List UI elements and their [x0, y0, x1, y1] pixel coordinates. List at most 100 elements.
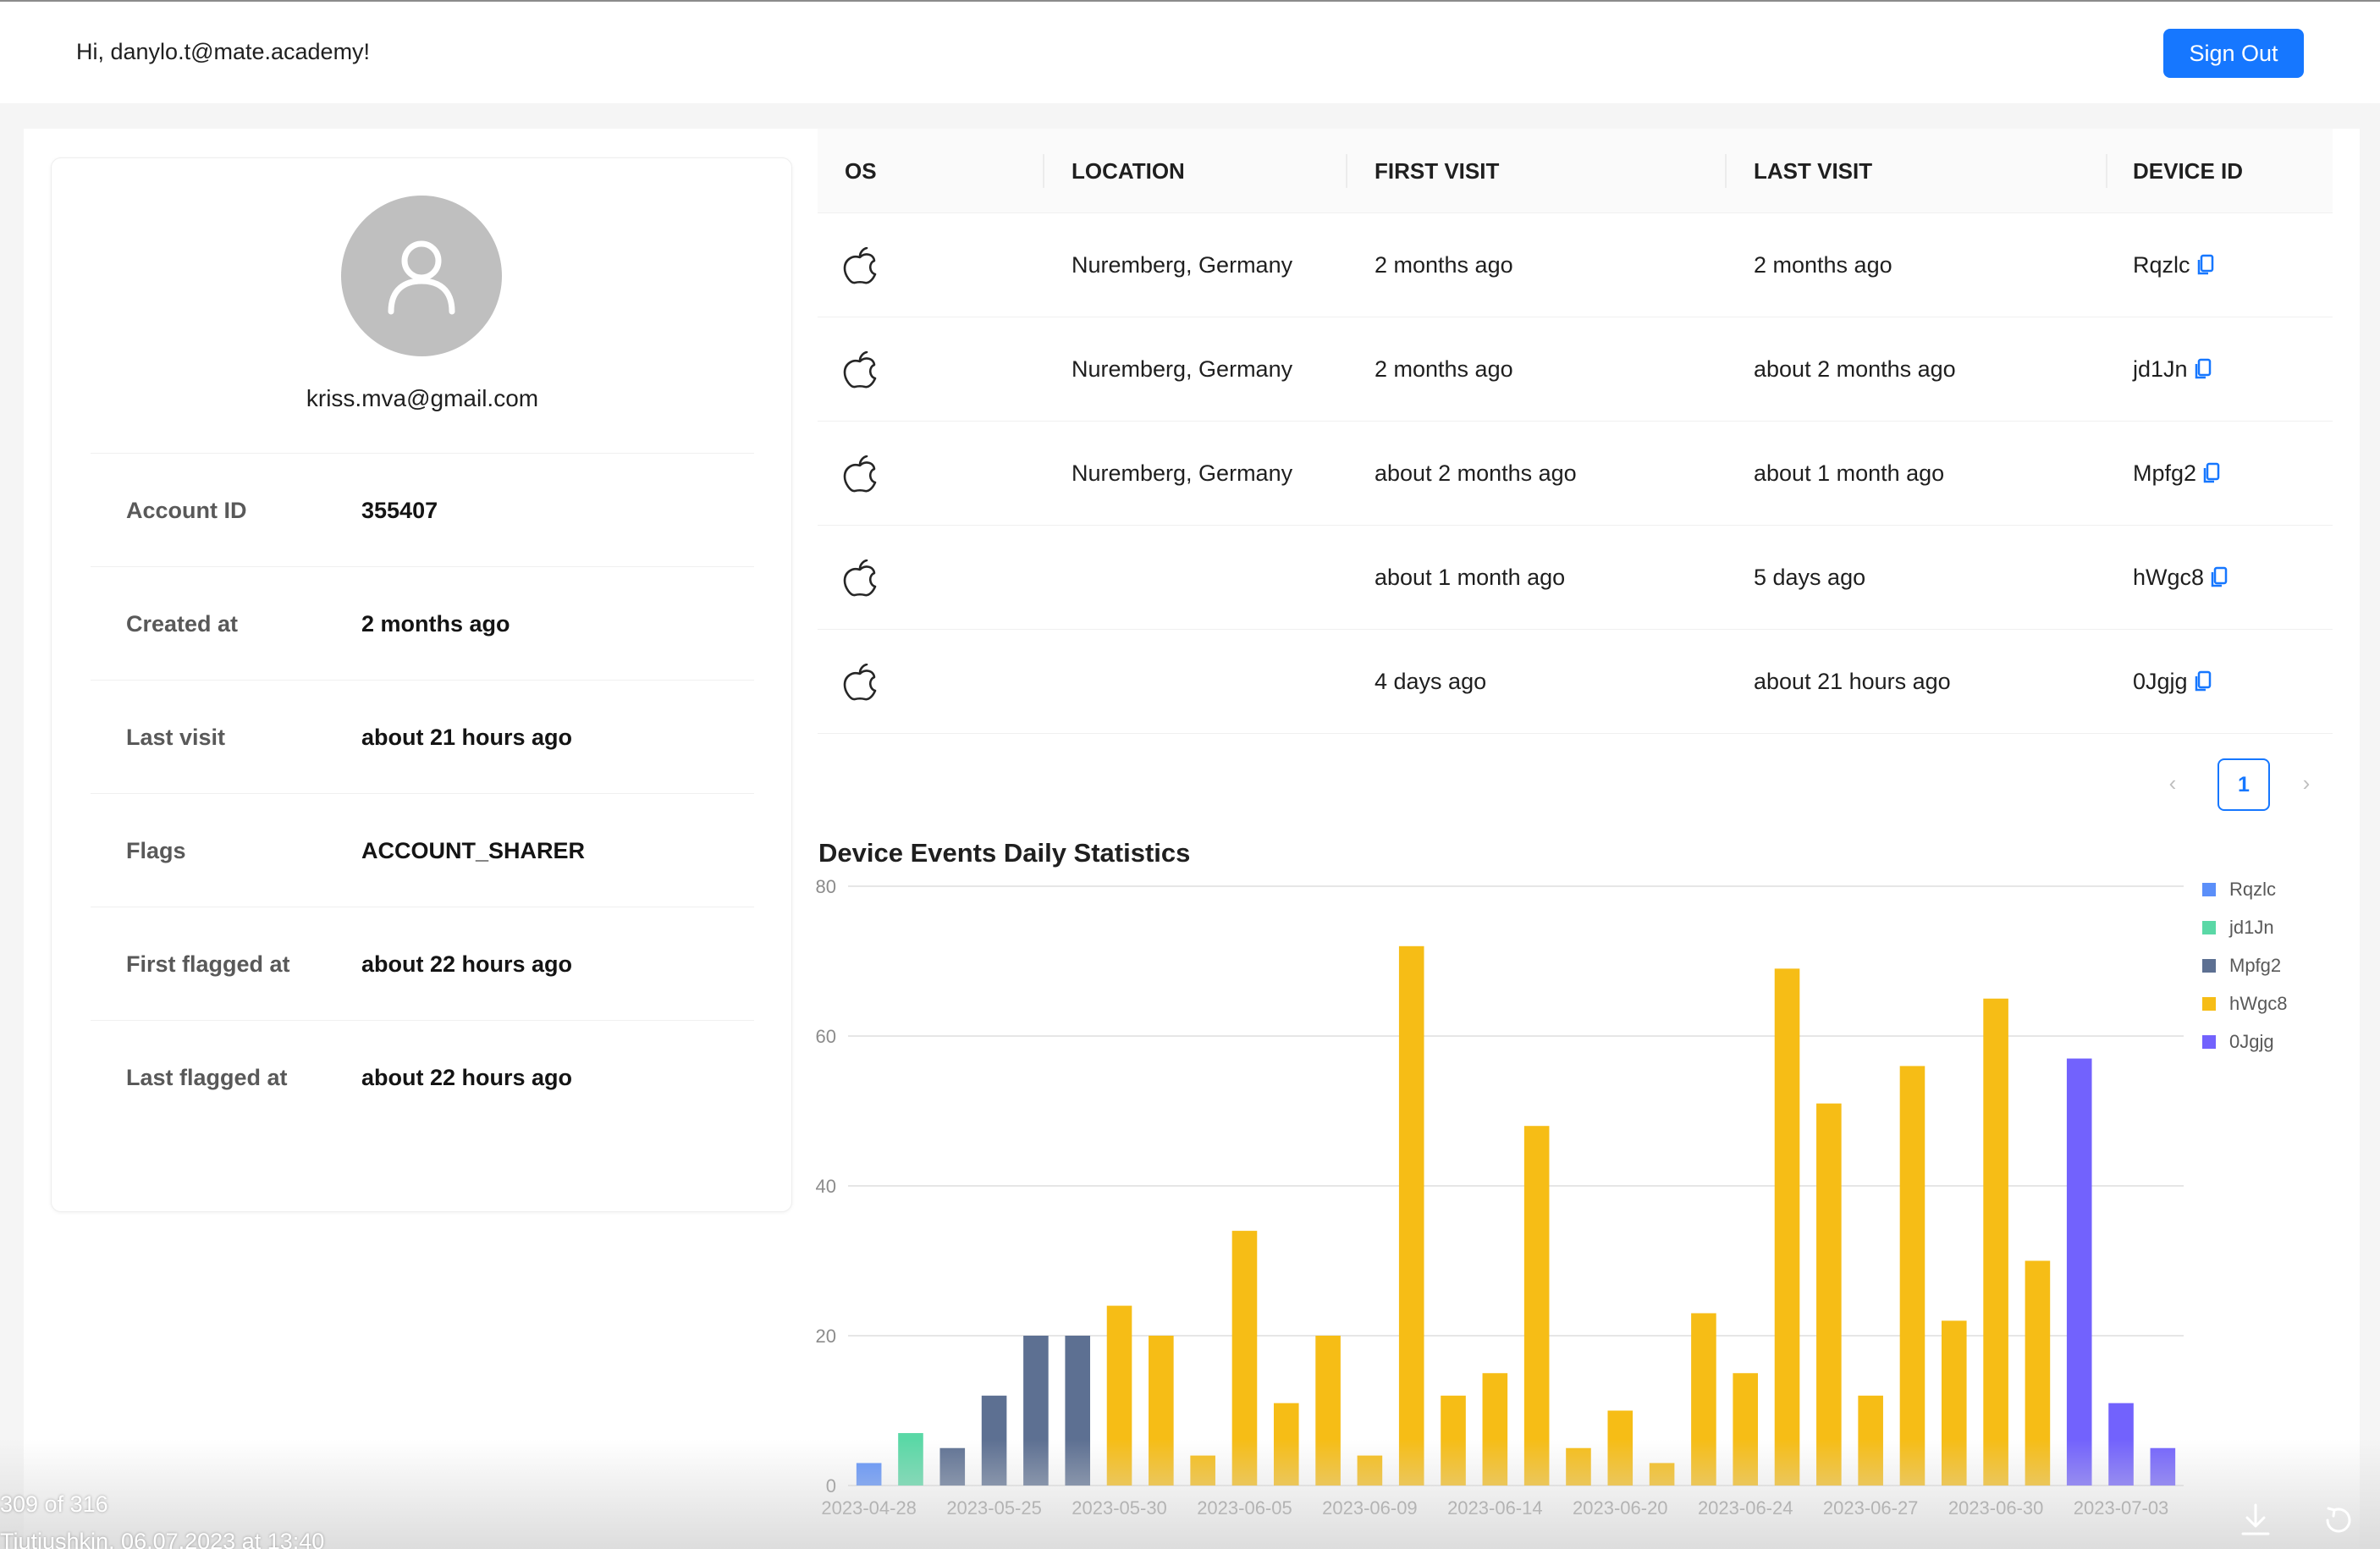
info-row-flags: Flags ACCOUNT_SHARER	[91, 793, 754, 907]
column-header-first-visit[interactable]: FIRST VISIT	[1375, 158, 1500, 184]
device-id-cell: jd1Jn	[2133, 317, 2212, 421]
info-label: First flagged at	[126, 951, 290, 977]
info-label: Last visit	[126, 725, 226, 750]
rotate-icon[interactable]	[2319, 1500, 2358, 1539]
copy-icon[interactable]	[2203, 462, 2220, 484]
column-header-os[interactable]: OS	[845, 158, 877, 184]
apple-icon	[843, 455, 877, 493]
info-row-created-at: Created at 2 months ago	[91, 566, 754, 680]
table-row[interactable]: Nuremberg, Germany 2 months ago 2 months…	[818, 213, 2333, 317]
table-header: OS LOCATION FIRST VISIT LAST VISIT DEVIC…	[818, 129, 2333, 213]
footer-caption: Tiutiushkin, 06.07.2023 at 13:40	[0, 1529, 325, 1549]
devices-table: OS LOCATION FIRST VISIT LAST VISIT DEVIC…	[818, 129, 2333, 734]
column-header-location[interactable]: LOCATION	[1072, 158, 1185, 184]
table-row[interactable]: Nuremberg, Germany about 2 months ago ab…	[818, 422, 2333, 526]
download-icon[interactable]	[2236, 1500, 2275, 1539]
last-visit-cell: 2 months ago	[1754, 252, 1892, 278]
first-visit-cell: about 2 months ago	[1375, 460, 1577, 486]
column-header-device-id[interactable]: DEVICE ID	[2133, 158, 2244, 184]
first-visit-cell: 2 months ago	[1375, 252, 1513, 278]
apple-icon	[843, 247, 877, 284]
chevron-right-icon[interactable]: ›	[2302, 770, 2311, 796]
y-tick-label: 20	[816, 1326, 836, 1347]
location-cell: Nuremberg, Germany	[1072, 252, 1293, 278]
location-cell: Nuremberg, Germany	[1072, 460, 1293, 486]
info-label: Flags	[126, 838, 186, 863]
legend-swatch	[2202, 883, 2216, 896]
device-id-cell: Mpfg2	[2133, 422, 2220, 525]
device-id-cell: Rqzlc	[2133, 213, 2214, 317]
legend-label: Rqzlc	[2229, 879, 2276, 900]
info-row-last-flagged-at: Last flagged at about 22 hours ago	[91, 1020, 754, 1133]
info-label: Last flagged at	[126, 1065, 288, 1090]
legend-swatch	[2202, 997, 2216, 1011]
page-button[interactable]: 1	[2217, 758, 2270, 811]
first-visit-cell: 4 days ago	[1375, 669, 1487, 694]
chart-bar	[1774, 968, 1800, 1486]
info-value: 2 months ago	[361, 611, 510, 637]
device-id-text: 0Jgjg	[2133, 669, 2188, 694]
device-id-text: jd1Jn	[2133, 356, 2188, 382]
apple-icon	[843, 560, 877, 597]
last-visit-cell: about 21 hours ago	[1754, 669, 1951, 694]
device-id-cell: hWgc8	[2133, 526, 2228, 629]
chart-bar	[1523, 1126, 1550, 1486]
sign-out-button[interactable]: Sign Out	[2163, 29, 2304, 78]
info-row-account-id: Account ID 355407	[91, 453, 754, 566]
device-id-text: hWgc8	[2133, 565, 2205, 590]
info-value: about 22 hours ago	[361, 1065, 573, 1090]
copy-icon[interactable]	[2211, 566, 2228, 588]
column-divider	[1725, 154, 1727, 188]
info-value: about 22 hours ago	[361, 951, 573, 977]
y-tick-label: 40	[816, 1176, 836, 1197]
table-row[interactable]: 4 days ago about 21 hours ago 0Jgjg	[818, 630, 2333, 734]
device-id-text: Rqzlc	[2133, 252, 2190, 278]
profile-card: kriss.mva@gmail.com Account ID 355407 Cr…	[51, 157, 792, 1212]
apple-icon	[843, 351, 877, 389]
apple-icon	[843, 664, 877, 701]
legend-label: Mpfg2	[2229, 955, 2281, 976]
column-header-last-visit[interactable]: LAST VISIT	[1754, 158, 1873, 184]
copy-icon[interactable]	[2195, 670, 2212, 692]
footer-overlay	[0, 1439, 2380, 1549]
user-icon	[388, 240, 455, 315]
column-divider	[1346, 154, 1347, 188]
column-divider	[1043, 154, 1044, 188]
info-value: about 21 hours ago	[361, 725, 573, 750]
first-visit-cell: 2 months ago	[1375, 356, 1513, 382]
chart-title: Device Events Daily Statistics	[818, 838, 1191, 868]
info-row-first-flagged-at: First flagged at about 22 hours ago	[91, 907, 754, 1020]
chart-bar	[1398, 945, 1424, 1486]
y-tick-label: 80	[816, 876, 836, 897]
device-events-chart: 0204060802023-04-282023-05-252023-05-302…	[816, 876, 2288, 1519]
legend-label: jd1Jn	[2228, 917, 2274, 938]
info-value: 355407	[361, 498, 438, 523]
info-row-last-visit: Last visit about 21 hours ago	[91, 680, 754, 793]
chart-bar	[2066, 1058, 2092, 1486]
legend-label: 0Jgjg	[2229, 1031, 2274, 1052]
table-row[interactable]: about 1 month ago 5 days ago hWgc8	[818, 526, 2333, 630]
first-visit-cell: about 1 month ago	[1375, 565, 1566, 590]
info-label: Account ID	[126, 498, 247, 523]
chevron-left-icon[interactable]: ‹	[2168, 770, 2177, 796]
copy-icon[interactable]	[2195, 358, 2212, 380]
table-row[interactable]: Nuremberg, Germany 2 months ago about 2 …	[818, 317, 2333, 422]
info-value: ACCOUNT_SHARER	[361, 838, 586, 863]
chart-bar	[1899, 1066, 1925, 1486]
last-visit-cell: about 2 months ago	[1754, 356, 1956, 382]
device-id-cell: 0Jgjg	[2133, 630, 2212, 733]
legend-swatch	[2202, 959, 2216, 973]
chart-bar	[1983, 998, 2008, 1486]
footer-counter: 309 of 316	[0, 1491, 108, 1517]
chart-bar	[1816, 1103, 1842, 1486]
location-cell: Nuremberg, Germany	[1072, 356, 1293, 382]
last-visit-cell: about 1 month ago	[1754, 460, 1945, 486]
y-tick-label: 60	[816, 1026, 836, 1047]
device-id-text: Mpfg2	[2133, 460, 2197, 486]
copy-icon[interactable]	[2197, 254, 2214, 276]
top-bar: Hi, danylo.t@mate.academy! Sign Out	[0, 0, 2380, 103]
last-visit-cell: 5 days ago	[1754, 565, 1866, 590]
avatar	[341, 196, 502, 356]
column-divider	[2106, 154, 2107, 188]
legend-label: hWgc8	[2229, 993, 2287, 1014]
